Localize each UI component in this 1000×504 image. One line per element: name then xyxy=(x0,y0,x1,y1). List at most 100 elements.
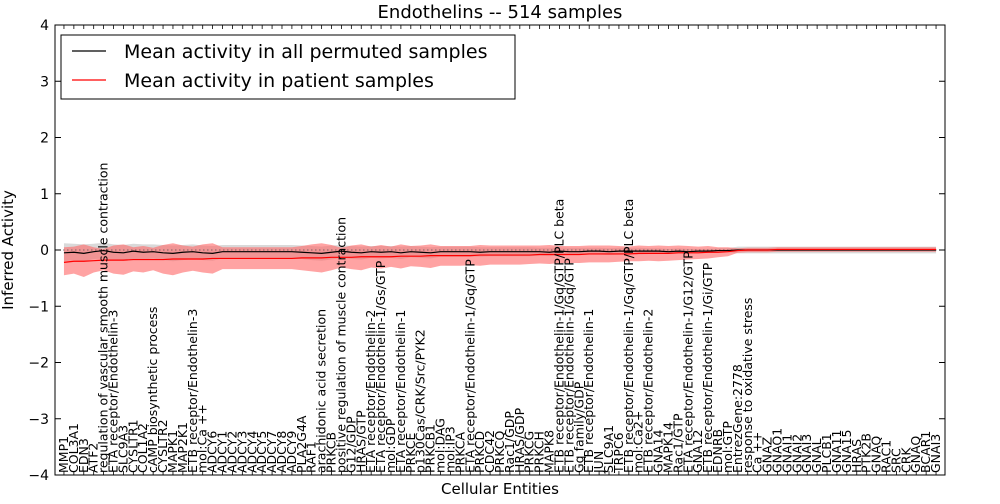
x-tick-label: MAP2K1 xyxy=(175,422,190,473)
x-tick-label: cAMP biosynthetic process xyxy=(145,307,160,473)
x-tick-label: ETB receptor/Endothelin-2 xyxy=(641,309,656,473)
x-tick-label: EDNRB xyxy=(710,429,725,473)
x-tick-label: PLA2G4A xyxy=(294,415,309,473)
x-tick-label: GNAI3 xyxy=(799,434,814,473)
x-tick-label: CDC42 xyxy=(482,430,497,473)
x-tick-label: PTK2B xyxy=(859,433,874,473)
legend-label-permuted: Mean activity in all permuted samples xyxy=(124,41,487,63)
x-tick-label: JUN xyxy=(591,451,606,474)
series-line-1 xyxy=(63,248,937,263)
x-tick-label: SLC9A1 xyxy=(601,425,616,473)
x-tick-label: GNAL xyxy=(809,438,824,473)
x-tick-label: PLCB1 xyxy=(819,433,834,473)
x-tick-label: mol:Ca2+ xyxy=(631,411,646,473)
x-tick-label: SLC9A3 xyxy=(115,425,130,473)
x-tick-label: HRAS/GDP xyxy=(512,407,527,473)
x-tick-label: Rac1/GDP xyxy=(502,411,517,473)
x-tick-label: ATF2 xyxy=(86,443,101,473)
x-tick-label: CYSLTR1 xyxy=(125,419,140,473)
chart-title: Endothelins -- 514 samples xyxy=(378,2,623,23)
x-tick-label: p130Cas/CRK/Src/PYK2 xyxy=(413,329,428,473)
x-tick-label: G12/GDP xyxy=(343,416,358,473)
x-tick-label: GNA12 xyxy=(690,430,705,474)
x-tick-label: TRPC6 xyxy=(611,432,626,474)
x-tick-label: GNAI3 xyxy=(928,434,943,473)
x-tick-label: COL1A2 xyxy=(135,423,150,473)
x-tick-label: ETB receptor/Endothelin-1/Gq/GTP/PLC bet… xyxy=(621,199,636,473)
x-tick-label: Gq family/GDP xyxy=(571,381,586,473)
x-tick-label: GNA14 xyxy=(651,429,666,473)
y-tick-label: −4 xyxy=(28,468,49,484)
x-tick-label: ADCY7 xyxy=(264,431,279,473)
x-tick-label: mol:IP3 xyxy=(442,426,457,473)
x-tick-label: MMP1 xyxy=(56,436,71,473)
x-tick-label: COL3A1 xyxy=(66,423,81,473)
x-axis-label: Cellular Entities xyxy=(441,480,559,498)
y-tick-label: 0 xyxy=(40,243,49,259)
x-tick-label: positive regulation of muscle contractio… xyxy=(333,217,348,473)
x-tick-label: GNA15 xyxy=(839,430,854,474)
x-tick-label: PRKCB1 xyxy=(423,424,438,473)
x-tick-label: BCAR1 xyxy=(918,431,933,473)
x-tick-label: GNAI2 xyxy=(789,434,804,473)
y-tick-label: 2 xyxy=(40,131,49,147)
y-tick-label: −3 xyxy=(28,412,49,428)
x-tick-label: ETA receptor/Endothelin-1 xyxy=(393,310,408,473)
x-tick-label: PRKCQ xyxy=(492,431,507,473)
x-tick-label: ETA receptor/Endothelin-1/G12/GTP xyxy=(680,251,695,473)
y-tick-label: −1 xyxy=(28,299,49,315)
x-tick-label: ETA receptor/Endothelin-3 xyxy=(106,310,121,473)
x-tick-label: PRKCD xyxy=(472,431,487,473)
x-tick-label: mol:GTP xyxy=(720,421,735,473)
x-tick-label: ADCY9 xyxy=(284,431,299,473)
x-tick-label: MAPK8 xyxy=(542,430,557,473)
x-tick-label: HRAS xyxy=(849,439,864,473)
x-tick-label: GNAI1 xyxy=(779,434,794,473)
x-tick-label: ADCY4 xyxy=(244,431,259,473)
x-tick-label: HRAS/GTP xyxy=(353,410,368,473)
y-tick-label: 1 xyxy=(40,187,49,203)
x-tick-label: CYSLTR2 xyxy=(155,419,170,473)
x-tick-label: GNAQ xyxy=(908,436,923,473)
x-tick-label: mol:DAG xyxy=(433,418,448,473)
x-tick-label: PRKCA xyxy=(452,432,467,473)
x-tick-label: GNA11 xyxy=(829,430,844,474)
x-tick-label: ETB receptor/Endothelin-1/Gq/GTP/PLC bet… xyxy=(551,199,566,473)
x-tick-label: ADCY1 xyxy=(215,431,230,473)
x-tick-label: arachidonic acid secretion xyxy=(314,309,329,473)
x-tick-label: regulation of vascular smooth muscle con… xyxy=(96,163,111,473)
legend: Mean activity in all permuted samples Me… xyxy=(60,34,516,100)
x-tick-label: ADCY3 xyxy=(234,431,249,473)
x-tick-label: PRKCG xyxy=(522,431,537,473)
x-tick-label: Ca ++ xyxy=(750,432,765,473)
x-tick-label: mol:Ca ++ xyxy=(195,404,210,473)
x-tick-label: ETB receptor/Endothelin-3 xyxy=(185,309,200,473)
legend-box xyxy=(60,34,516,100)
x-tick-label: GNAO1 xyxy=(769,428,784,473)
x-tick-label: ADCY2 xyxy=(224,431,239,473)
x-tick-label: Rac1/GTP xyxy=(670,413,685,473)
legend-label-patient: Mean activity in patient samples xyxy=(124,70,434,92)
x-tick-label: GNAQ xyxy=(869,436,884,473)
x-tick-label: GNAZ xyxy=(760,437,775,473)
y-tick-label: 3 xyxy=(40,74,49,90)
x-tick-label: ETA receptor/Endothelin-2 xyxy=(363,310,378,473)
x-tick-label: EntrezGene:2778 xyxy=(730,364,745,473)
x-tick-label: ETB receptor/Endothelin-1 xyxy=(581,309,596,473)
x-tick-label: MAPK14 xyxy=(660,422,675,473)
y-axis-label: Inferred Activity xyxy=(0,190,17,310)
x-tick-label: EDN3 xyxy=(76,438,91,473)
x-tick-label: mol:GDP xyxy=(383,418,398,473)
x-tick-label: ADCY8 xyxy=(274,431,289,473)
x-tick-label: ETA receptor/Endothelin-1/Gq/GTP xyxy=(462,259,477,473)
x-tick-label: PRKCE xyxy=(403,433,418,473)
x-tick-label: response to oxidative stress xyxy=(740,298,755,473)
x-tick-label: PRKCB xyxy=(324,432,339,473)
x-tick-label: SRC xyxy=(888,448,903,473)
x-tick-label: ADCY6 xyxy=(205,431,220,473)
x-tick-label: RAC1 xyxy=(878,440,893,473)
x-tick-label: ETB receptor/Endothelin-1/Gi/GTP xyxy=(700,262,715,473)
x-tick-label: CRK xyxy=(898,447,913,473)
